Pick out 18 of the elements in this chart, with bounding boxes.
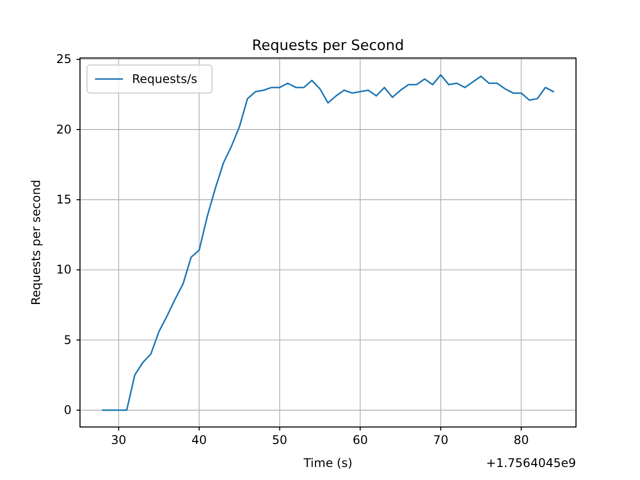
legend-label: Requests/s [132, 72, 198, 86]
y-tick-label: 10 [56, 262, 72, 277]
chart-title: Requests per Second [252, 38, 404, 54]
y-axis-title: Requests per second [29, 180, 43, 306]
y-tick-label: 25 [56, 52, 72, 66]
y-tick-label: 15 [56, 192, 72, 207]
line-series [102, 74, 554, 411]
y-tick-label: 0 [64, 403, 72, 418]
y-tick-label: 20 [56, 122, 72, 136]
x-tick-label: 40 [192, 433, 207, 448]
x-tick-label: 60 [352, 433, 368, 448]
x-tick-label: 70 [433, 433, 448, 448]
y-tick-label: 5 [64, 332, 72, 347]
x-tick-label: 80 [514, 433, 529, 448]
x-axis-title: Time (s) [302, 456, 352, 470]
x-tick-label: 30 [111, 433, 126, 448]
x-tick-label: 50 [272, 433, 288, 448]
text: +1.7564045e9 [486, 456, 576, 470]
